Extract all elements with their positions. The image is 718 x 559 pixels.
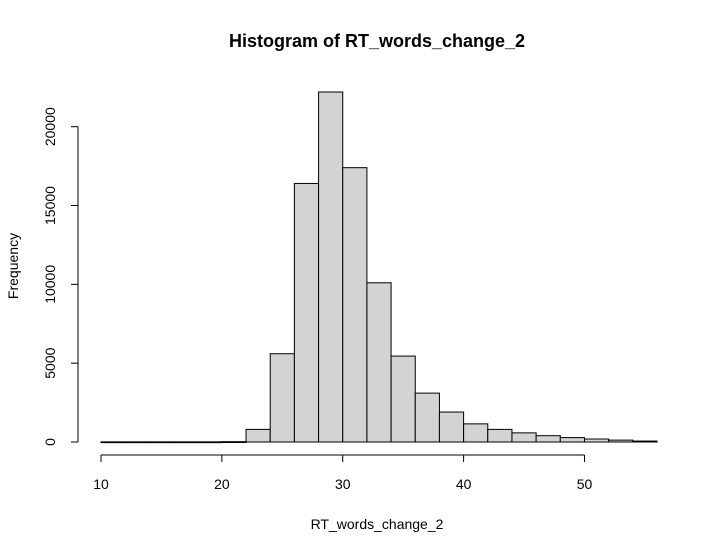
histogram-bar xyxy=(463,423,489,443)
x-tick-label: 40 xyxy=(456,476,472,492)
histogram-bar xyxy=(535,435,561,443)
y-tick-label: 15000 xyxy=(42,186,58,225)
histogram-bar xyxy=(583,438,610,443)
x-tick-label: 10 xyxy=(93,476,109,492)
histogram-bar xyxy=(414,392,440,443)
histogram-bar xyxy=(269,353,295,443)
y-tick-label: 5000 xyxy=(42,347,58,378)
histogram-bar xyxy=(559,437,585,443)
histogram-bar xyxy=(438,411,465,443)
histogram-bar xyxy=(511,432,537,443)
histogram-bar xyxy=(390,355,416,443)
histogram-bar xyxy=(342,167,368,443)
y-tick-label: 10000 xyxy=(42,265,58,304)
y-tick-label: 20000 xyxy=(42,107,58,146)
x-tick-label: 20 xyxy=(214,476,230,492)
histogram-bar xyxy=(293,182,320,443)
histogram-bar xyxy=(124,441,150,444)
histogram-bar xyxy=(148,441,175,444)
chart-title: Histogram of RT_words_change_2 xyxy=(229,31,525,51)
histogram-bar xyxy=(245,428,271,443)
histogram-bar xyxy=(632,440,658,443)
y-axis: 0 5000 10000 15000 20000 xyxy=(42,107,79,446)
y-tick-label: 0 xyxy=(42,438,58,446)
histogram-bar xyxy=(197,441,223,444)
histogram-bar xyxy=(487,428,513,443)
histogram-bar xyxy=(608,439,634,443)
x-axis: 10 20 30 40 50 xyxy=(93,454,593,492)
histogram-bar xyxy=(221,441,247,443)
histogram-bar xyxy=(366,282,392,443)
x-tick-label: 50 xyxy=(577,476,593,492)
y-axis-label: Frequency xyxy=(5,233,21,299)
histogram-bar xyxy=(100,441,126,444)
x-tick-label: 30 xyxy=(335,476,351,492)
bars-group xyxy=(100,91,658,444)
x-axis-label: RT_words_change_2 xyxy=(311,516,444,532)
histogram-bar xyxy=(318,91,344,443)
histogram-bar xyxy=(173,441,199,444)
